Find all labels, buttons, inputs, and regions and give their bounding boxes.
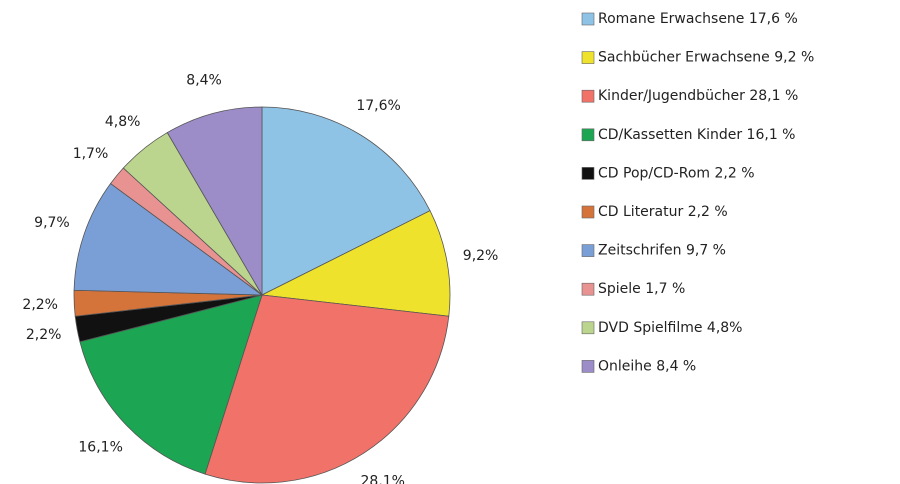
legend-label: CD Literatur 2,2 %: [598, 204, 728, 220]
data-label: 17,6%: [356, 98, 400, 114]
legend-swatch: [581, 89, 595, 103]
legend-label: CD Pop/CD-Rom 2,2 %: [598, 165, 755, 181]
legend-label: Romane Erwachsene 17,6 %: [598, 11, 798, 27]
legend-label: DVD Spielfilme 4,8%: [598, 320, 742, 336]
data-label: 16,1%: [78, 439, 122, 455]
legend-swatch: [581, 167, 595, 180]
legend-label: Kinder/Jugendbücher 28,1 %: [598, 88, 798, 104]
pie-slice: [261, 106, 431, 296]
legend-label: Onleihe 8,4 %: [598, 358, 696, 374]
legend-swatch: [581, 12, 595, 26]
data-label: 9,2%: [463, 248, 499, 264]
legend-swatch: [581, 360, 595, 373]
legend-swatch: [581, 51, 595, 64]
legend-swatch: [581, 205, 595, 219]
data-label: 9,7%: [34, 215, 70, 231]
legend-label: Spiele 1,7 %: [598, 281, 685, 297]
legend-label: CD/Kassetten Kinder 16,1 %: [598, 127, 795, 143]
pie-slice: [166, 106, 263, 297]
data-label: 4,8%: [105, 114, 141, 130]
pie-slice: [260, 210, 451, 317]
legend-swatch: [581, 282, 595, 296]
pie-slice: [204, 294, 450, 484]
legend-swatch: [581, 244, 595, 257]
data-label: 1,7%: [73, 146, 109, 162]
legend-label: Sachbücher Erwachsene 9,2 %: [598, 50, 814, 66]
legend-label: Zeitschrifen 9,7 %: [598, 243, 726, 259]
pie-slice: [73, 182, 264, 296]
legend-swatch: [581, 128, 595, 142]
data-label: 28,1%: [360, 473, 404, 484]
pie-slice: [79, 294, 263, 475]
data-label: 8,4%: [186, 73, 222, 89]
data-label: 2,2%: [26, 327, 62, 343]
data-label: 2,2%: [22, 297, 58, 313]
legend-swatch: [581, 321, 595, 335]
